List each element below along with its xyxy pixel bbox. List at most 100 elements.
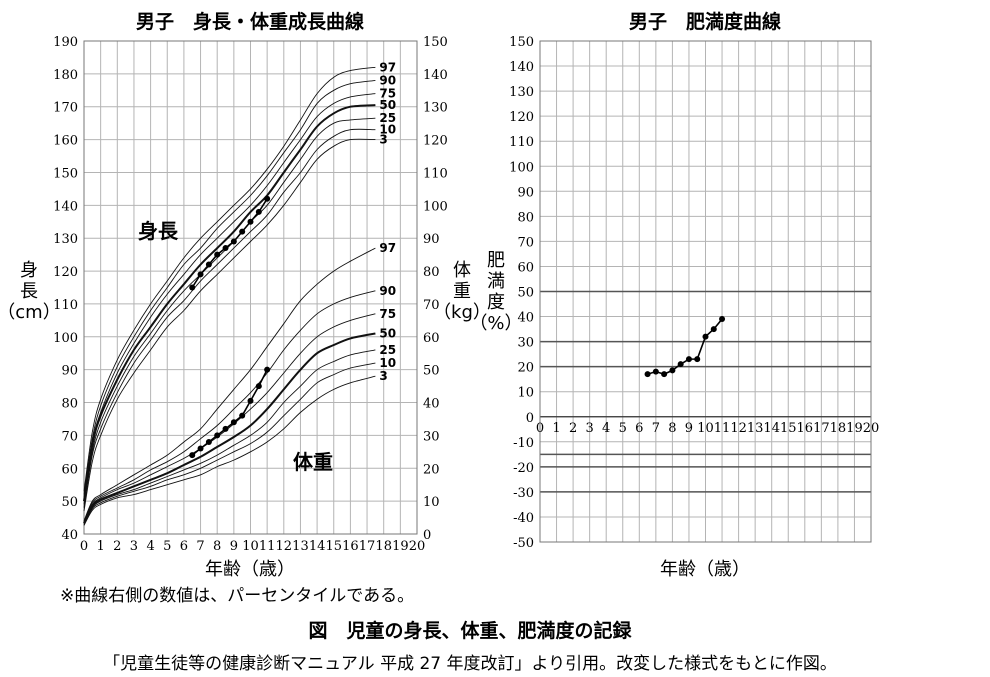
- x-tick-label: 12: [276, 539, 293, 554]
- y-left-tick-label: 130: [53, 232, 78, 247]
- y-tick-label: 110: [509, 135, 534, 150]
- height-percentile-label-75: 75: [379, 87, 396, 101]
- y-right-tick-label: 90: [423, 232, 440, 247]
- height-percentile-curve-75: [83, 93, 376, 498]
- weight-record-line: [191, 369, 268, 456]
- x-tick-label: 10: [697, 421, 714, 436]
- obesity-record-series: [644, 316, 726, 378]
- y-right-tick-label: 100: [423, 199, 448, 214]
- height-record-point: [197, 271, 204, 278]
- y-tick-label: -10: [513, 436, 534, 451]
- y-right-tick-label: 130: [423, 101, 448, 116]
- y-left-tick-label: 110: [53, 298, 78, 313]
- x-tick-label: 12: [730, 421, 747, 436]
- obesity-record-point: [661, 371, 668, 378]
- y-left-tick-label: 180: [53, 68, 78, 83]
- x-tick-label: 11: [259, 539, 276, 554]
- weight-percentile-label-97: 97: [379, 241, 396, 255]
- x-tick-label: 17: [813, 421, 830, 436]
- y-tick-label: 20: [517, 361, 534, 376]
- y-tick-label: 10: [517, 386, 534, 401]
- x-tick-label: 8: [668, 421, 676, 436]
- svg-text:（kg）: （kg）: [433, 302, 491, 323]
- x-tick-label: 19: [846, 421, 863, 436]
- x-tick-label: 2: [113, 539, 121, 554]
- y-right-tick-label: 140: [423, 68, 448, 83]
- y-left-tick-label: 60: [61, 462, 78, 477]
- x-tick-label: 4: [146, 539, 154, 554]
- growth-ylabel-right: 体 重 （kg）: [433, 260, 491, 323]
- y-left-tick-label: 170: [53, 101, 78, 116]
- x-tick-label: 19: [392, 539, 409, 554]
- y-tick-label: 0: [526, 411, 534, 426]
- y-left-tick-label: 70: [61, 429, 78, 444]
- obesity-chart-frame: [539, 40, 872, 543]
- y-right-tick-label: 10: [423, 495, 440, 510]
- height-percentile-curve-25: [83, 117, 376, 505]
- growth-percentile-curves: [83, 66, 376, 526]
- x-tick-label: 20: [863, 421, 880, 436]
- weight-percentile-curve-90: [83, 290, 376, 522]
- x-tick-label: 6: [180, 539, 188, 554]
- obesity-chart-title: 男子 肥満度曲線: [629, 10, 781, 33]
- height-record-point: [247, 218, 254, 225]
- y-tick-label: 30: [517, 336, 534, 351]
- height-percentile-label-50: 50: [379, 98, 396, 112]
- y-tick-label: 90: [517, 185, 534, 200]
- y-left-tick-label: 100: [53, 331, 78, 346]
- growth-record-series: [189, 195, 271, 459]
- height-record-point: [239, 228, 246, 235]
- y-right-tick-label: 80: [423, 265, 440, 280]
- x-tick-label: 13: [747, 421, 764, 436]
- weight-percentile-curve-50: [83, 332, 376, 524]
- weight-record-point: [214, 432, 221, 439]
- x-tick-label: 9: [230, 539, 238, 554]
- percentile-footnote: ※曲線右側の数値は、パーセンタイルである。: [60, 586, 414, 606]
- height-record-point: [264, 195, 271, 202]
- y-right-tick-label: 110: [423, 166, 448, 181]
- y-tick-label: 70: [517, 235, 534, 250]
- svg-text:満: 満: [487, 271, 505, 292]
- height-percentile-label-3: 3: [379, 133, 387, 147]
- height-record-line: [191, 198, 268, 288]
- x-tick-label: 0: [80, 539, 88, 554]
- x-tick-label: 9: [685, 421, 693, 436]
- height-record-point: [214, 251, 221, 258]
- y-right-tick-label: 0: [423, 528, 431, 543]
- y-left-tick-label: 50: [61, 495, 78, 510]
- figure-caption: 図 児童の身長、体重、肥満度の記録: [308, 619, 632, 642]
- x-tick-label: 5: [163, 539, 171, 554]
- obesity-record-point: [669, 367, 676, 374]
- height-record-point: [222, 245, 229, 252]
- x-tick-label: 2: [569, 421, 577, 436]
- y-left-tick-label: 140: [53, 199, 78, 214]
- weight-record-point: [222, 425, 229, 432]
- svg-text:長: 長: [20, 281, 38, 302]
- height-record-point: [205, 261, 212, 268]
- y-right-tick-label: 20: [423, 462, 440, 477]
- obesity-record-point: [719, 316, 726, 323]
- height-percentile-curve-50: [83, 104, 376, 502]
- y-right-tick-label: 150: [423, 35, 448, 50]
- y-right-tick-label: 50: [423, 364, 440, 379]
- svg-text:身: 身: [20, 260, 38, 281]
- weight-percentile-label-90: 90: [379, 284, 396, 298]
- y-tick-label: 100: [509, 160, 534, 175]
- y-tick-label: 120: [509, 110, 534, 125]
- y-tick-label: 40: [517, 311, 534, 326]
- height-percentile-label-10: 10: [379, 123, 396, 137]
- weight-percentile-label-10: 10: [379, 356, 396, 370]
- height-percentile-label-90: 90: [379, 73, 396, 87]
- obesity-record-point: [652, 368, 659, 375]
- y-tick-label: -40: [513, 511, 534, 526]
- x-tick-label: 4: [602, 421, 610, 436]
- y-tick-label: 60: [517, 260, 534, 275]
- y-tick-label: 80: [517, 210, 534, 225]
- source-note: 「児童生徒等の健康診断マニュアル 平成 27 年度改訂」より引用。改変した様式を…: [103, 654, 837, 674]
- x-tick-label: 20: [409, 539, 426, 554]
- x-tick-label: 15: [325, 539, 342, 554]
- y-right-tick-label: 70: [423, 298, 440, 313]
- obesity-chart-grid: [540, 41, 871, 542]
- x-tick-label: 16: [797, 421, 814, 436]
- weight-annotation: 体重: [293, 450, 333, 474]
